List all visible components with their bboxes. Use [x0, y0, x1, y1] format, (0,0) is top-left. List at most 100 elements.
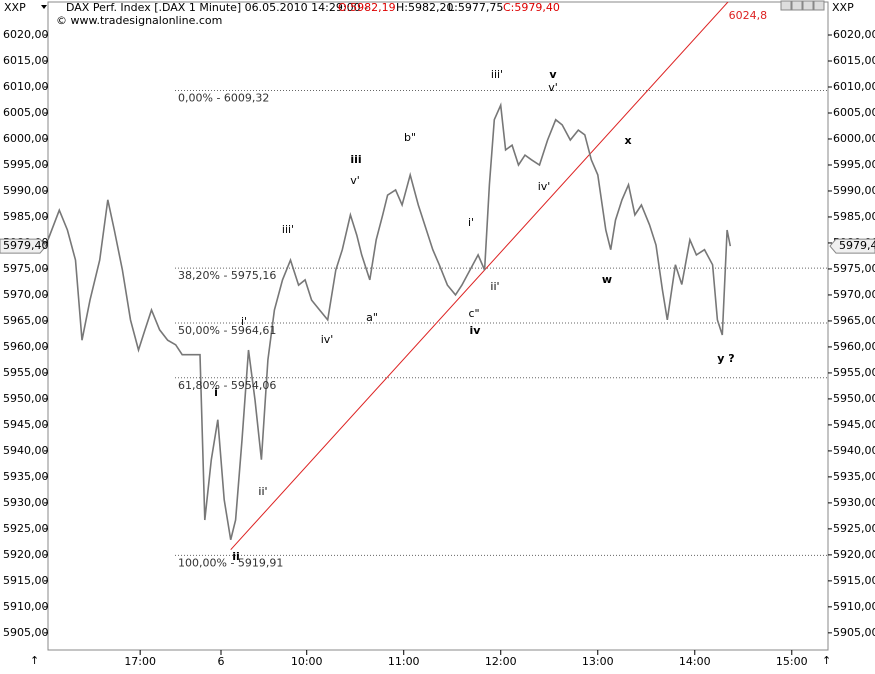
wave-label: iv'	[321, 333, 334, 346]
wave-label: a"	[366, 311, 378, 324]
subtitle: © www.tradesignalonline.com	[56, 14, 222, 27]
wave-label: iv	[470, 324, 482, 337]
x-tick-label: 10:00	[291, 655, 323, 668]
fib-label: 61,80% - 5954,06	[178, 379, 276, 392]
x-tick-label: 15:00	[776, 655, 808, 668]
scroll-arrow[interactable]: ↑	[30, 654, 39, 667]
y-tick-label: 5995,00	[3, 158, 49, 171]
wave-label: b"	[404, 131, 416, 144]
current-price-box-right	[829, 238, 875, 254]
y-tick-label: 5955,00	[3, 366, 49, 379]
y-tick-label-right: 5925,00	[833, 522, 875, 535]
y-tick-label: 6020,00	[3, 28, 49, 41]
scroll-arrow[interactable]: ↑	[822, 654, 831, 667]
y-tick-label: 5960,00	[3, 340, 49, 353]
x-tick-label: 14:00	[679, 655, 711, 668]
y-tick-label-right: 5935,00	[833, 470, 875, 483]
plot-frame	[47, 1, 829, 651]
y-tick-label-right: 5940,00	[833, 444, 875, 457]
y-tick-label: 5985,00	[3, 210, 49, 223]
y-tick-label-right: 5960,00	[833, 340, 875, 353]
y-tick-label-right: 5910,00	[833, 600, 875, 613]
wave-label: ii'	[258, 485, 267, 498]
plot	[48, 2, 828, 556]
y-tick-label: 6015,00	[3, 54, 49, 67]
symbol-right: XXP	[832, 1, 854, 14]
button[interactable]	[802, 0, 814, 11]
trend-line	[230, 2, 729, 551]
x-tick-label: 11:00	[388, 655, 420, 668]
y-tick-label: 5910,00	[3, 600, 49, 613]
y-tick-label-right: 5955,00	[833, 366, 875, 379]
y-tick-label: 5930,00	[3, 496, 49, 509]
wave-label: y ?	[717, 352, 734, 365]
symbol-dropdown[interactable]	[41, 5, 47, 9]
y-tick-label: 5950,00	[3, 392, 49, 405]
wave-label: x	[624, 134, 631, 147]
wave-label: c"	[468, 307, 479, 320]
y-tick-label: 5945,00	[3, 418, 49, 431]
y-tick-label: 5905,00	[3, 626, 49, 639]
window-buttons	[780, 0, 825, 11]
trend-label: 6024,8	[729, 9, 768, 22]
chart-title: DAX Perf. Index [.DAX 1 Minute] 06.05.20…	[66, 1, 368, 14]
price-line	[48, 102, 732, 540]
y-tick-label-right: 5920,00	[833, 548, 875, 561]
y-tick-label-right: 5990,00	[833, 184, 875, 197]
wave-label: i'	[241, 315, 247, 328]
x-tick-label: 17:00	[124, 655, 156, 668]
y-tick-label-right: 5950,00	[833, 392, 875, 405]
y-tick-label: 5925,00	[3, 522, 49, 535]
wave-label: iv'	[538, 180, 551, 193]
y-tick-label: 5915,00	[3, 574, 49, 587]
current-price-box	[0, 238, 47, 254]
y-tick-label-right: 5905,00	[833, 626, 875, 639]
y-tick-label-right: 5915,00	[833, 574, 875, 587]
y-tick-label-right: 6000,00	[833, 132, 875, 145]
y-tick-label: 5935,00	[3, 470, 49, 483]
wave-label: iii'	[282, 223, 294, 236]
y-tick-label: 5920,00	[3, 548, 49, 561]
quote-low: L:5977,75	[448, 1, 503, 14]
button[interactable]	[813, 0, 825, 11]
y-tick-label: 6010,00	[3, 80, 49, 93]
y-tick-label-right: 6020,00	[833, 28, 875, 41]
y-tick-label-right: 5985,00	[833, 210, 875, 223]
y-tick-label: 6000,00	[3, 132, 49, 145]
wave-label: v'	[548, 81, 558, 94]
x-tick-label: 13:00	[582, 655, 614, 668]
y-tick-label: 6005,00	[3, 106, 49, 119]
symbol[interactable]: XXP	[4, 1, 26, 14]
y-tick-label-right: 5970,00	[833, 288, 875, 301]
wave-label: iii'	[491, 68, 503, 81]
y-tick-label: 5965,00	[3, 314, 49, 327]
fib-label: 38,20% - 5975,16	[178, 269, 276, 282]
x-tick-label: 12:00	[485, 655, 517, 668]
y-tick-label-right: 5945,00	[833, 418, 875, 431]
y-tick-label: 5970,00	[3, 288, 49, 301]
x-tick-label: 6	[218, 655, 225, 668]
button[interactable]	[780, 0, 792, 11]
wave-label: i	[214, 386, 218, 399]
y-tick-label-right: 5965,00	[833, 314, 875, 327]
wave-label: v'	[350, 174, 360, 187]
y-tick-label-right: 5930,00	[833, 496, 875, 509]
quote-high: H:5982,20	[396, 1, 453, 14]
wave-label: w	[602, 273, 612, 286]
fib-label: 100,00% - 5919,91	[178, 556, 283, 569]
wave-label: ii'	[490, 280, 499, 293]
y-tick-label-right: 5995,00	[833, 158, 875, 171]
quote-close: C:5979,40	[503, 1, 560, 14]
quote-open: O:5982,19	[338, 1, 396, 14]
y-tick-label-right: 5975,00	[833, 262, 875, 275]
y-tick-label: 5975,00	[3, 262, 49, 275]
wave-label: iii	[350, 153, 361, 166]
y-tick-label: 5940,00	[3, 444, 49, 457]
button[interactable]	[791, 0, 803, 11]
wave-label: ii	[232, 550, 240, 563]
current-price-label: 5979,40	[3, 239, 49, 252]
fib-label: 0,00% - 6009,32	[178, 92, 269, 105]
y-tick-label-right: 6010,00	[833, 80, 875, 93]
